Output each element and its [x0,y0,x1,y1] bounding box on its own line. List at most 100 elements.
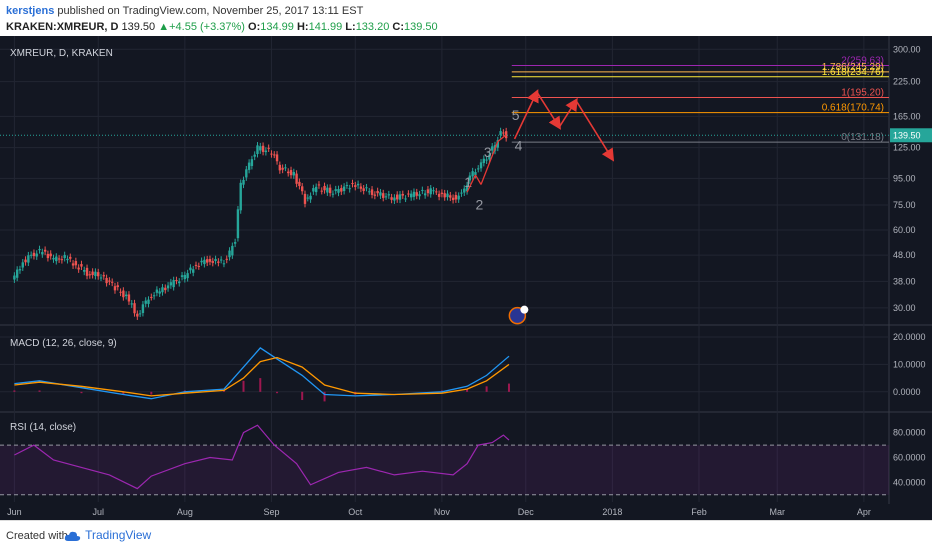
candle-body [63,255,66,259]
candle-body [496,140,499,148]
candle-body [122,290,125,298]
high-label: H: [296,21,309,33]
macd-histogram-bar [222,390,225,392]
cloud-icon [64,531,81,541]
y-tick-label: 300.00 [893,44,921,54]
macd-tick-label: 20.0000 [893,332,926,342]
candle-body [351,183,354,185]
macd-histogram-bar [485,386,488,392]
candle-body [18,269,22,271]
candle-body [429,188,432,195]
footer: Created with TradingView [0,520,932,551]
chart-area[interactable]: Jun Jul Aug Sep Oct Nov Dec 2018 Feb Mar Apr 300.00… [0,36,932,520]
wave-line [466,174,477,193]
candle-body [303,193,307,204]
x-tick-label: Aug [177,507,193,517]
candle-body [432,190,435,192]
wave-line [497,134,507,142]
candle-body [368,191,371,193]
candle-body [334,189,337,191]
fib-level-label: 1.786(245.29) [822,62,884,73]
candle-body [295,173,298,184]
candle-body [91,271,94,276]
candle-body [382,193,385,198]
last-price: 139.50 [121,21,156,33]
candle-body [289,170,293,176]
candle-body [256,145,259,155]
last-price-tag [890,128,932,143]
candle-body [71,263,75,266]
candle-body [85,267,89,276]
event-badge [520,305,529,314]
x-tick-label: Dec [518,507,535,517]
candle-body [253,154,256,157]
candle-body [38,249,41,251]
tradingview-logo[interactable]: TradingView [64,528,151,542]
wave-label: 2 [475,197,483,213]
candle-body [130,303,133,305]
candle-body [393,197,396,201]
candle-body [27,255,30,263]
high-value: 141.99 [308,21,343,33]
candle-body [292,172,296,176]
candle-body [415,192,418,196]
candle-body [15,269,19,278]
candle-body [83,270,86,272]
macd-histogram-bar [13,390,16,392]
candle-body [264,150,268,153]
macd-histogram-bar [466,389,469,392]
low-label: L: [345,21,356,33]
candle-body [365,187,368,189]
candle-body [203,259,206,265]
candle-body [116,285,119,288]
wave-label: 3 [484,144,492,160]
candle-body [141,304,145,313]
candle-body [49,253,52,257]
published-text: published on TradingView.com, November 2… [57,5,364,17]
candle-body [55,256,58,262]
candle-body [186,273,189,279]
macd-histogram-bar [183,390,186,392]
candle-body [331,193,335,195]
author-link[interactable]: kerstjens [6,5,55,17]
candle-body [440,192,444,194]
candle-body [52,257,55,260]
macd-histogram-bar [242,380,245,392]
candle-body [164,287,167,291]
candle-body [396,194,399,200]
y-tick-label: 165.00 [893,111,921,121]
candle-body [21,262,24,268]
candle-body [477,168,480,170]
x-tick-label: Feb [691,507,707,517]
candle-body [166,285,170,289]
candle-body [281,167,284,170]
candle-body [270,153,273,155]
candle-body [407,193,410,195]
candle-body [376,191,379,194]
candle-body [113,286,117,291]
candle-body [24,259,27,263]
candle-body [69,256,72,259]
rsi-tick-label: 60.0000 [893,453,926,463]
macd-histogram-bar [276,391,279,394]
candle-body [94,271,97,277]
candle-body [158,291,161,294]
candle-body [197,265,201,267]
candle-body [133,303,136,314]
y-tick-label: 125.00 [893,143,921,153]
tradingview-brand: TradingView [85,528,152,542]
price-pane-title: XMREUR, D, KRAKEN [10,48,113,59]
candle-body [287,171,290,174]
candle-body [342,186,346,192]
candle-body [189,267,192,271]
candle-body [468,175,472,181]
macd-histogram-bar [507,383,510,392]
chart-canvas[interactable]: Jun Jul Aug Sep Oct Nov Dec 2018 Feb Mar Apr 300.00… [0,36,932,520]
candle-body [499,131,502,136]
candle-body [482,158,486,163]
candle-body [105,277,108,284]
x-tick-label: Mar [769,507,785,517]
candle-body [312,188,315,192]
candle-body [99,277,103,279]
candle-body [446,193,449,198]
